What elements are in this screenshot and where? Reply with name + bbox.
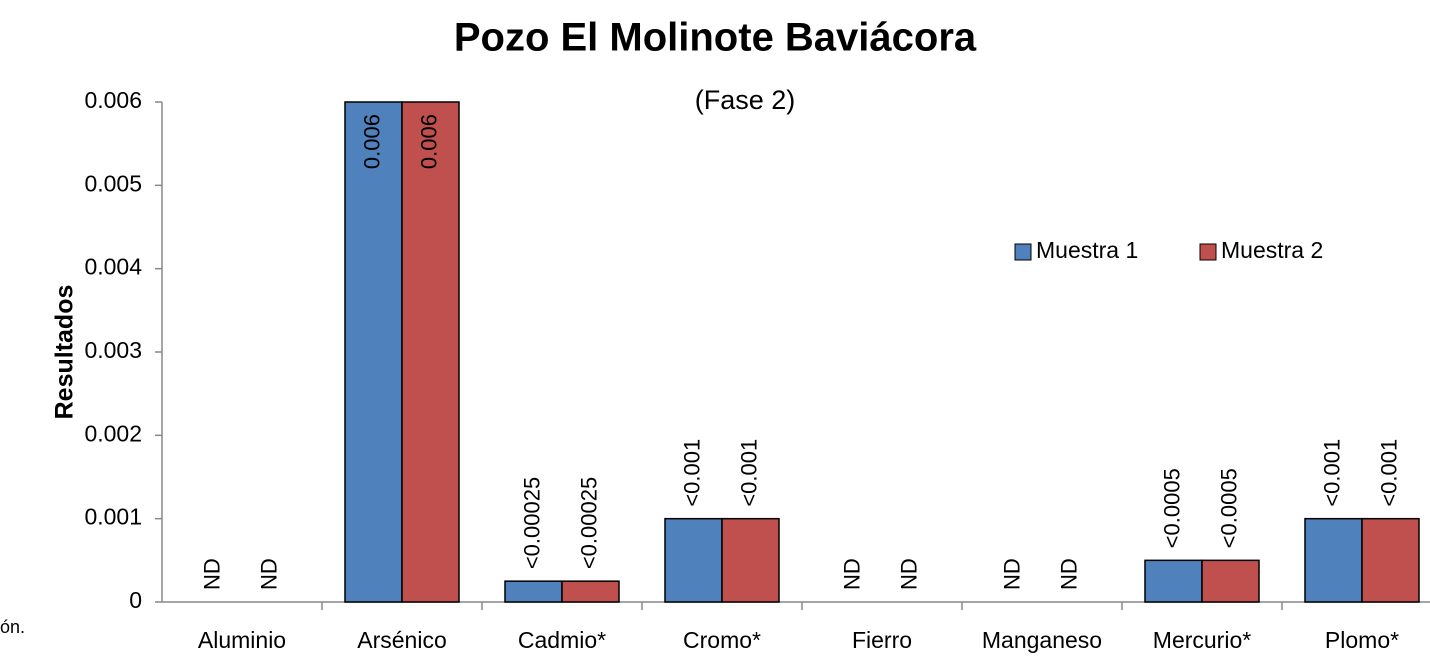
chart-subtitle: (Fase 2) bbox=[695, 85, 796, 115]
x-tick-label: Plomo* bbox=[1325, 627, 1399, 653]
side-note: ón. bbox=[0, 617, 25, 637]
x-tick-label: Aluminio bbox=[198, 627, 286, 653]
data-label: <0.00025 bbox=[519, 477, 544, 569]
bar bbox=[504, 580, 563, 603]
bar bbox=[721, 517, 780, 603]
y-tick-label: 0.003 bbox=[84, 337, 142, 363]
chart-title: Pozo El Molinote Baviácora bbox=[454, 16, 977, 60]
y-axis-label: Resultados bbox=[51, 285, 79, 420]
data-label: 0.006 bbox=[359, 114, 384, 169]
x-tick-label: Cadmio* bbox=[518, 627, 606, 653]
y-tick-label: 0.004 bbox=[84, 254, 142, 280]
x-tick-label: Arsénico bbox=[357, 627, 446, 653]
x-tick-label: Manganeso bbox=[982, 627, 1102, 653]
data-label: ND bbox=[199, 558, 224, 590]
x-tick-label: Mercurio* bbox=[1153, 627, 1251, 653]
bar bbox=[1201, 559, 1260, 603]
x-tick-label: Cromo* bbox=[683, 627, 761, 653]
bar bbox=[1361, 517, 1420, 603]
data-label: ND bbox=[999, 558, 1024, 590]
data-label: <0.0005 bbox=[1216, 468, 1241, 548]
y-tick-label: 0.001 bbox=[84, 504, 142, 530]
legend-label: Muestra 2 bbox=[1221, 237, 1323, 263]
y-tick-label: 0.005 bbox=[84, 170, 142, 196]
data-label: ND bbox=[839, 558, 864, 590]
legend-swatch bbox=[1014, 243, 1032, 261]
data-label: <0.001 bbox=[679, 439, 704, 507]
y-tick-label: 0.002 bbox=[84, 420, 142, 446]
bar bbox=[1144, 559, 1203, 603]
y-tick-label: 0 bbox=[129, 587, 142, 613]
bar bbox=[561, 580, 620, 603]
data-label: ND bbox=[256, 558, 281, 590]
legend-swatch bbox=[1199, 243, 1217, 261]
data-label: ND bbox=[896, 558, 921, 590]
bar bbox=[664, 517, 723, 603]
data-label: ND bbox=[1056, 558, 1081, 590]
bar bbox=[344, 101, 403, 603]
bar bbox=[401, 101, 460, 603]
y-tick-label: 0.006 bbox=[84, 87, 142, 113]
data-label: 0.006 bbox=[416, 114, 441, 169]
x-tick-label: Fierro bbox=[852, 627, 912, 653]
bar bbox=[1304, 517, 1363, 603]
legend-label: Muestra 1 bbox=[1036, 237, 1138, 263]
data-label: <0.00025 bbox=[576, 477, 601, 569]
data-label: <0.0005 bbox=[1159, 468, 1184, 548]
data-label: <0.001 bbox=[1319, 439, 1344, 507]
data-label: <0.001 bbox=[736, 439, 761, 507]
data-label: <0.001 bbox=[1376, 439, 1401, 507]
